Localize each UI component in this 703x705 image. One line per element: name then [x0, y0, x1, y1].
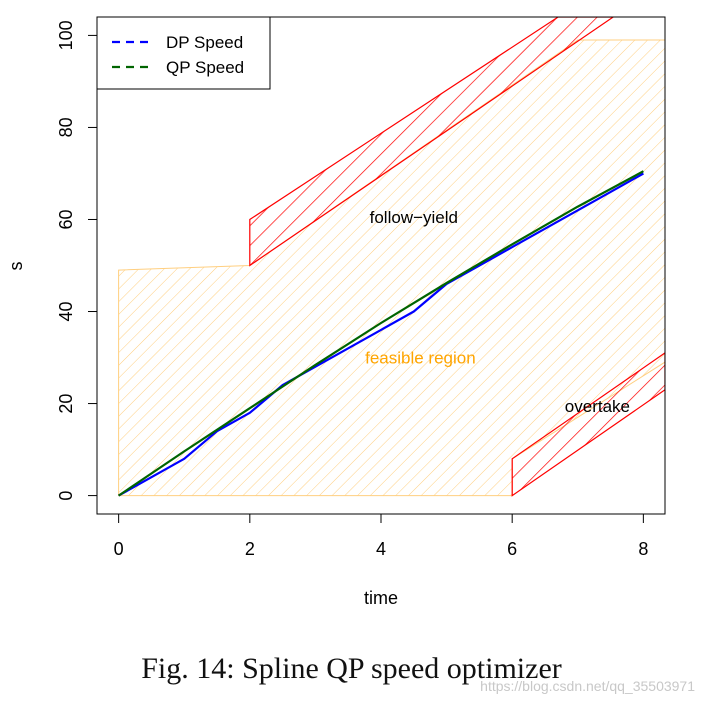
y-axis-label: s — [6, 262, 26, 271]
annotation-follow-yield: follow−yield — [370, 208, 458, 227]
series-line-qp-speed — [117, 170, 644, 497]
y-tick-label: 60 — [56, 209, 76, 229]
y-tick-label: 20 — [56, 394, 76, 414]
x-tick-label: 2 — [245, 539, 255, 559]
watermark: https://blog.csdn.net/qq_35503971 — [480, 678, 695, 694]
x-tick-label: 4 — [376, 539, 386, 559]
figure-caption: Fig. 14: Spline QP speed optimizer — [141, 652, 562, 685]
x-tick-label: 6 — [507, 539, 517, 559]
y-tick-label: 80 — [56, 117, 76, 137]
annotation-overtake: overtake — [565, 397, 630, 416]
x-tick-label: 0 — [114, 539, 124, 559]
annotation-feasible-region: feasible region — [365, 349, 476, 368]
legend-label: DP Speed — [166, 33, 243, 52]
y-tick-label: 0 — [56, 491, 76, 501]
legend-label: QP Speed — [166, 58, 244, 77]
chart: follow−yield feasible region overtake 0 2 4 6… — [6, 16, 666, 608]
legend: DP Speed QP Speed — [96, 16, 271, 90]
y-tick-label: 40 — [56, 301, 76, 321]
legend-box — [96, 16, 271, 90]
series-line-dp-speed — [118, 172, 644, 497]
region-follow-yield — [249, 17, 615, 267]
x-axis-label: time — [364, 588, 398, 608]
y-tick-label: 100 — [56, 20, 76, 50]
x-tick-label: 8 — [638, 539, 648, 559]
region-overtake — [511, 352, 665, 497]
